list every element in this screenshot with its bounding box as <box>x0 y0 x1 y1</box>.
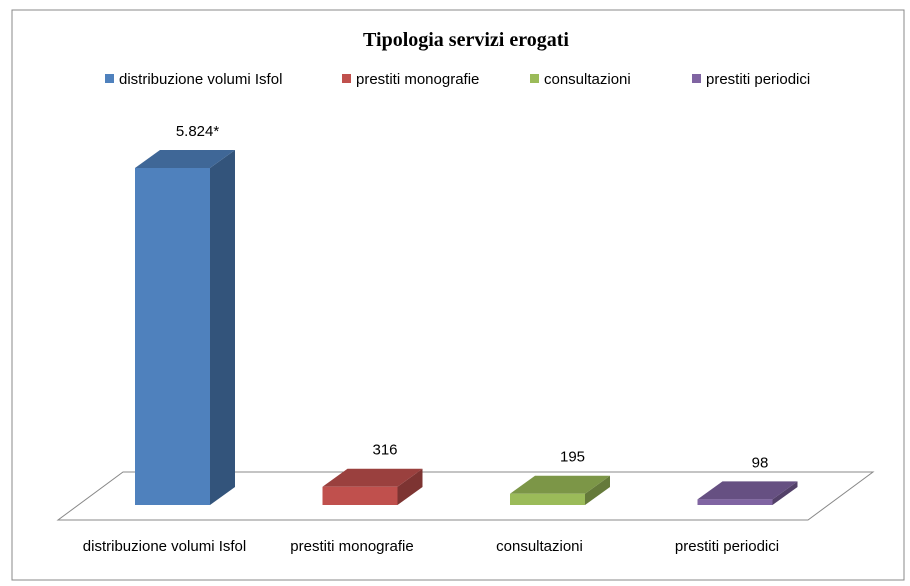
x-tick-label: prestiti periodici <box>674 538 780 555</box>
bar <box>697 481 798 505</box>
data-label: 98 <box>752 454 769 471</box>
x-tick-label: prestiti monografie <box>290 538 414 555</box>
floor <box>56 471 875 521</box>
bar-top <box>510 475 610 494</box>
bar-front <box>135 168 210 505</box>
bar-front <box>510 493 585 505</box>
chart-title: Tipologia servizi erogati <box>363 29 569 51</box>
data-label: 316 <box>372 442 397 459</box>
legend-label: distribuzione volumi Isfol <box>119 71 282 88</box>
bar-top <box>322 468 423 487</box>
x-tick-label: distribuzione volumi Isfol <box>82 538 247 555</box>
bar <box>510 475 610 505</box>
legend-label: prestiti periodici <box>706 71 810 88</box>
bar-front <box>697 499 773 505</box>
bar-side <box>585 475 610 505</box>
legend-label: prestiti monografie <box>356 71 479 88</box>
data-label: 195 <box>560 449 585 466</box>
legend-swatch <box>105 74 114 83</box>
bar-top <box>697 481 798 500</box>
legend-label: consultazioni <box>544 71 631 88</box>
bar-side <box>772 481 798 505</box>
bar <box>322 468 423 505</box>
x-tick-label: consultazioni <box>496 538 583 555</box>
bar-front <box>322 486 398 505</box>
bar-top <box>135 150 235 168</box>
bar <box>135 150 235 505</box>
legend-swatch <box>342 74 351 83</box>
data-label: 5.824* <box>176 123 220 140</box>
legend-swatch <box>530 74 539 83</box>
bar-side <box>397 468 423 505</box>
legend-swatch <box>692 74 701 83</box>
bar-side <box>210 150 235 505</box>
